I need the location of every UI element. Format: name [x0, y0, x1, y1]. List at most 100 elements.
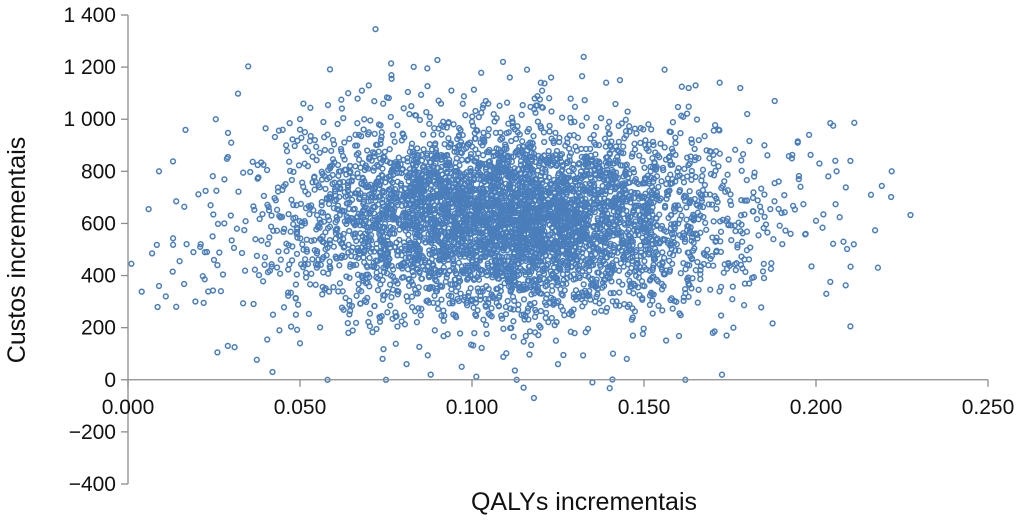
data-point	[428, 146, 436, 153]
data-point	[430, 131, 437, 138]
data-point	[627, 280, 634, 287]
data-point	[312, 179, 320, 186]
data-point	[706, 191, 714, 198]
data-point	[283, 148, 291, 155]
data-point	[366, 310, 374, 317]
data-point	[683, 110, 691, 117]
data-point	[684, 222, 691, 230]
data-point	[667, 225, 674, 232]
data-point	[470, 86, 478, 93]
data-point	[629, 314, 636, 321]
data-point	[707, 286, 714, 293]
data-point	[715, 126, 722, 133]
data-point	[526, 300, 534, 308]
data-point	[569, 312, 576, 319]
data-point	[216, 249, 223, 256]
data-point	[441, 268, 448, 276]
data-point	[695, 155, 702, 162]
data-point	[412, 111, 419, 119]
data-point	[377, 136, 385, 143]
data-point	[605, 130, 613, 137]
data-point	[264, 336, 271, 343]
data-point	[286, 261, 293, 268]
data-point	[747, 244, 754, 251]
data-point	[578, 175, 585, 182]
data-point	[467, 150, 475, 158]
data-point	[508, 114, 516, 121]
data-point	[473, 249, 480, 256]
data-point	[483, 148, 491, 156]
data-point	[537, 122, 544, 130]
data-point	[221, 176, 228, 183]
data-point	[691, 145, 698, 153]
data-point	[476, 205, 484, 212]
data-point	[365, 238, 372, 245]
data-point	[669, 119, 677, 126]
data-point	[666, 266, 674, 273]
data-point	[516, 287, 523, 294]
data-point	[538, 228, 546, 235]
data-point	[685, 274, 692, 281]
data-point	[605, 199, 612, 206]
data-point	[503, 99, 511, 106]
data-point	[516, 284, 523, 292]
data-point	[666, 157, 674, 165]
data-point	[575, 266, 582, 274]
data-point	[624, 108, 631, 115]
scatter-points	[128, 25, 914, 402]
data-point	[655, 302, 662, 309]
data-point	[285, 292, 292, 299]
data-point	[489, 202, 496, 209]
data-point	[663, 228, 670, 235]
data-point	[640, 221, 647, 228]
data-point	[485, 125, 492, 133]
data-point	[317, 261, 324, 269]
data-point	[669, 175, 676, 183]
data-point	[614, 157, 621, 164]
data-point	[307, 104, 314, 111]
data-point	[319, 209, 327, 216]
data-point	[249, 158, 256, 165]
data-point	[326, 263, 333, 270]
data-point	[292, 281, 300, 288]
data-point	[387, 194, 394, 202]
data-point	[643, 208, 650, 215]
data-point	[353, 261, 360, 268]
data-point	[212, 116, 219, 123]
data-point	[657, 195, 664, 202]
data-point	[408, 140, 416, 147]
data-point	[542, 283, 549, 290]
data-point	[412, 290, 420, 297]
data-point	[488, 250, 495, 257]
data-point	[507, 305, 514, 312]
data-point	[403, 192, 410, 199]
data-point	[321, 134, 328, 141]
data-point	[418, 275, 426, 282]
data-point	[437, 167, 445, 174]
data-point	[559, 307, 566, 314]
data-point	[410, 215, 417, 222]
data-point	[475, 150, 482, 157]
data-point	[496, 102, 503, 109]
data-point	[398, 245, 405, 252]
data-point	[407, 184, 415, 191]
data-point	[430, 214, 438, 222]
data-point	[468, 196, 476, 203]
data-point	[703, 147, 710, 154]
data-point	[360, 126, 367, 133]
data-point	[328, 161, 336, 169]
data-point	[308, 270, 315, 277]
data-point	[636, 269, 643, 276]
data-point	[277, 256, 284, 263]
data-point	[709, 234, 716, 241]
data-point	[442, 173, 449, 181]
data-point	[487, 268, 495, 275]
data-point	[546, 299, 553, 307]
data-point	[338, 148, 345, 155]
data-point	[720, 269, 727, 276]
data-point	[476, 266, 484, 274]
data-point	[646, 267, 653, 274]
data-point	[415, 180, 423, 188]
data-point	[394, 196, 401, 204]
data-point	[530, 132, 537, 140]
